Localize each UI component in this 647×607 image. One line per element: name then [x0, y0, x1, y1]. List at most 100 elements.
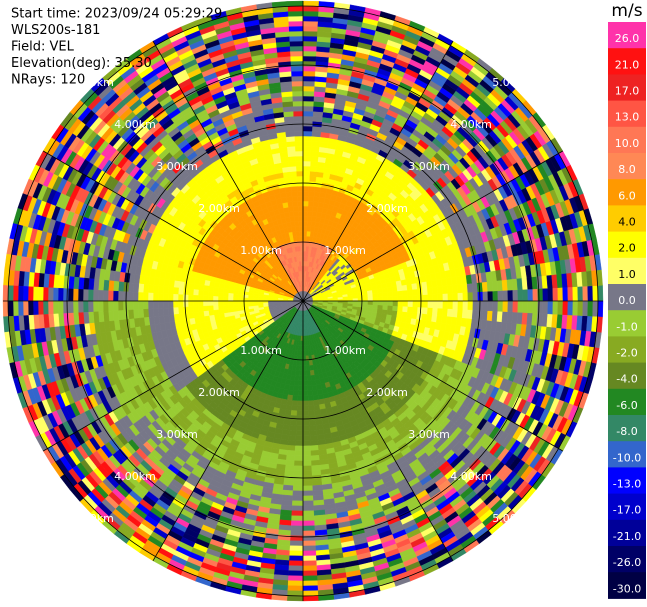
range-gate — [287, 5, 304, 12]
range-gate — [172, 293, 179, 302]
range-gate — [12, 285, 19, 302]
range-gate — [290, 185, 298, 192]
range-gate — [227, 300, 234, 306]
range-gate — [417, 294, 424, 302]
range-gate — [202, 300, 209, 307]
range-gate — [309, 175, 317, 182]
range-gate — [57, 300, 64, 315]
range-gate — [302, 205, 309, 212]
range-gate — [182, 300, 189, 308]
range-gate — [122, 300, 129, 311]
range-gate — [147, 300, 154, 310]
range-gate — [305, 235, 311, 242]
range-gate — [297, 205, 304, 212]
range-gate — [293, 130, 304, 137]
range-gate — [132, 309, 140, 320]
range-gate — [107, 300, 114, 312]
range-gate — [157, 293, 164, 302]
range-gate — [228, 289, 235, 294]
range-gate — [162, 300, 169, 309]
range-gate — [127, 291, 134, 302]
range-gate — [177, 300, 184, 308]
range-gate — [311, 216, 317, 223]
range-gate — [207, 305, 214, 312]
range-gate — [312, 111, 324, 118]
range-gate — [152, 308, 160, 317]
range-gate — [396, 285, 403, 292]
range-gate — [187, 288, 194, 296]
range-gate — [437, 293, 444, 302]
range-gate — [187, 294, 194, 302]
range-gate — [118, 281, 125, 292]
range-gate — [292, 100, 304, 107]
range-gate — [522, 288, 529, 302]
range-gate — [507, 289, 514, 302]
range-gate — [217, 300, 224, 306]
range-gate — [295, 160, 304, 167]
range-gate — [217, 291, 224, 298]
range-gate — [452, 292, 459, 302]
range-gate — [311, 130, 322, 138]
range-gate — [302, 230, 307, 237]
range-gate — [288, 165, 297, 172]
range-gate — [167, 286, 174, 295]
range-gate — [289, 45, 304, 52]
range-gate — [212, 296, 219, 302]
range-gate — [152, 300, 159, 310]
range-gate — [292, 110, 304, 117]
range-gate — [197, 289, 204, 297]
range-gate — [307, 195, 315, 202]
velocity-field — [2, 0, 604, 602]
range-gate — [289, 40, 304, 47]
range-gate — [207, 300, 214, 307]
range-gate — [32, 300, 39, 316]
range-gate — [167, 307, 174, 316]
range-gate — [223, 288, 230, 294]
range-gate — [291, 90, 304, 97]
range-gate — [72, 288, 79, 302]
range-gate — [297, 200, 304, 207]
range-gate — [582, 285, 589, 302]
range-gate — [289, 170, 297, 177]
range-gate — [461, 283, 469, 293]
range-gate — [412, 294, 419, 302]
range-gate — [237, 300, 244, 305]
range-gate — [37, 286, 44, 302]
range-gate — [310, 226, 315, 233]
range-gate — [87, 300, 94, 313]
range-gate — [142, 292, 149, 302]
range-gate — [47, 287, 54, 302]
range-gate — [482, 291, 489, 302]
range-gate — [285, 135, 295, 143]
range-gate — [302, 215, 308, 222]
range-gate — [311, 211, 318, 218]
range-gate — [397, 295, 404, 302]
range-gate — [287, 155, 296, 163]
range-gate — [107, 290, 114, 302]
range-gate — [67, 300, 74, 314]
range-gate — [572, 286, 579, 302]
range-gate — [302, 245, 307, 252]
range-gate — [132, 300, 139, 311]
range-gate — [292, 105, 304, 112]
range-gate — [247, 295, 254, 299]
range-gate — [542, 287, 549, 302]
range-gate — [42, 287, 49, 302]
range-gate — [412, 288, 419, 296]
range-gate — [402, 289, 409, 297]
range-gate — [577, 286, 584, 302]
range-gate — [27, 286, 34, 302]
range-gate — [202, 290, 209, 297]
range-gate — [302, 20, 318, 27]
range-gate — [298, 210, 304, 217]
range-gate — [497, 290, 504, 302]
range-gate — [172, 300, 179, 309]
range-gate — [298, 220, 304, 227]
range-gate — [296, 190, 304, 197]
range-gate — [97, 290, 104, 302]
range-gate — [302, 120, 313, 127]
range-gate — [192, 294, 199, 302]
range-gate — [302, 220, 308, 227]
range-gate — [92, 289, 99, 302]
range-gate — [227, 296, 234, 302]
